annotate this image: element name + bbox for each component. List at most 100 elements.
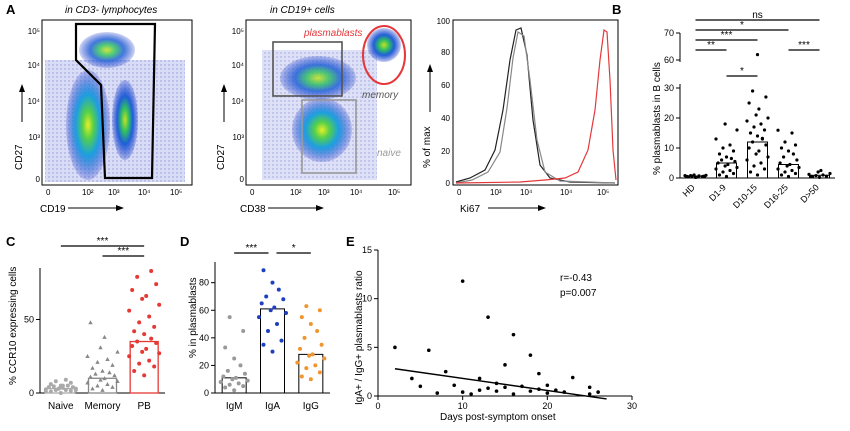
panel-d-point xyxy=(261,268,266,273)
panel-d-point xyxy=(233,375,238,380)
panel-b-point xyxy=(816,170,820,174)
panel-b-point xyxy=(754,113,758,117)
panel-c-point xyxy=(63,388,68,393)
panel-c-point xyxy=(137,361,142,366)
panel-e-point xyxy=(410,376,414,381)
panel-d-ytick-label: 60 xyxy=(199,305,209,315)
panel-d-point xyxy=(266,328,270,333)
panel-e-point xyxy=(418,384,423,389)
panel-c-significance-label: *** xyxy=(97,236,109,247)
flow2-ytick: 10⁵ xyxy=(232,27,244,36)
panel-c-point xyxy=(46,385,51,390)
flow1-yticks: 0 10³ 10⁴ 10⁴ 10⁵ xyxy=(28,27,41,184)
panel-e-point xyxy=(443,369,448,374)
flow2-ylabel: CD27 xyxy=(216,144,227,170)
panel-b-point xyxy=(724,174,729,179)
panel-d-point xyxy=(221,374,226,379)
flow1-xtick: 10² xyxy=(82,188,94,197)
panel-c-point xyxy=(58,391,63,395)
flow1-xtick: 10³ xyxy=(108,188,120,197)
panel-d-ytick-label: 80 xyxy=(199,278,209,288)
panel-c-point xyxy=(100,368,105,373)
panel-b-point xyxy=(809,174,813,179)
flow2-title: in CD19+ cells xyxy=(270,5,335,16)
flow2-xticks: 0 10² 10³ 10⁴ 10⁵ xyxy=(250,188,400,197)
panel-c-point xyxy=(147,358,152,363)
panel-c-point xyxy=(154,282,159,287)
panel-letter-d: D xyxy=(180,234,189,249)
panel-d-point xyxy=(270,349,275,354)
panel-c-point xyxy=(142,373,147,378)
panel-b-point xyxy=(728,168,732,173)
hist-xtick: 0 xyxy=(457,188,462,197)
panel-d-point xyxy=(238,363,243,368)
panel-d-point xyxy=(284,311,288,316)
panel-c-point xyxy=(65,383,70,388)
panel-c-point xyxy=(90,365,95,370)
flow2-population-naive xyxy=(292,98,352,162)
panel-d-point xyxy=(241,384,246,389)
panel-c-ytick-label: 50 xyxy=(24,314,34,324)
panel-d-point xyxy=(236,381,241,386)
panel-d-point xyxy=(264,294,269,299)
panel-d-point xyxy=(259,301,264,306)
panel-d-point xyxy=(223,385,228,390)
panel-c-point xyxy=(98,345,103,350)
panel-c-point xyxy=(93,371,98,376)
panel-b-point xyxy=(748,131,753,135)
flow1-population-top xyxy=(79,32,135,68)
panel-b-point xyxy=(786,149,791,153)
panel-c-point xyxy=(154,341,159,345)
panel-d-point xyxy=(304,366,309,371)
panel-c-xtick-label: Memory xyxy=(84,401,120,412)
panel-c-ylabel: % CCR10 expressing cells xyxy=(8,267,19,385)
panel-e-point xyxy=(486,386,490,391)
panel-d-point xyxy=(304,304,309,309)
panel-d-point xyxy=(299,374,304,379)
panel-d-significance-label: *** xyxy=(245,243,257,254)
flow2-gate-label-naive: naive xyxy=(377,148,401,159)
panel-b-point xyxy=(692,173,696,177)
panel-c-point xyxy=(88,320,93,325)
panel-c-point xyxy=(105,381,110,386)
panel-b-point xyxy=(793,171,798,176)
hist-ytick: 0 xyxy=(446,179,451,188)
panel-b-point xyxy=(762,128,767,132)
panel-d-point xyxy=(268,308,273,313)
panel-b-significance-label: ns xyxy=(752,10,763,21)
panel-c-point xyxy=(142,332,147,337)
hist-curve-naive xyxy=(455,27,616,184)
flow1-xtick: 0 xyxy=(46,188,51,197)
panel-b-point xyxy=(731,171,736,176)
panel-d-point xyxy=(276,287,281,292)
panel-c-point xyxy=(112,373,117,378)
panel-c-point xyxy=(68,388,73,393)
panel-c-point xyxy=(90,386,95,391)
panel-c-significance-label: *** xyxy=(117,246,129,257)
flow2-gate-naive-box xyxy=(301,99,357,174)
panel-c-point xyxy=(140,296,145,301)
panel-b-point xyxy=(702,174,706,178)
panel-c-point xyxy=(88,374,93,379)
panel-d-point xyxy=(230,377,235,382)
panel-e-ylabel: IgA+ / IgG+ plasmablasts ratio xyxy=(354,270,365,405)
panel-e-xtick-label: 0 xyxy=(375,401,380,411)
panel-d-point xyxy=(295,360,300,365)
panel-d-ytick-label: 40 xyxy=(199,333,209,343)
panel-e-ytick-label: 0 xyxy=(367,391,372,401)
panel-c-point xyxy=(68,380,73,385)
panel-c-point xyxy=(110,384,115,389)
flow2-gate-label-memory: memory xyxy=(362,90,399,101)
panel-d-point xyxy=(232,356,237,361)
flow2-y-arrowhead xyxy=(221,84,227,92)
panel-e-point xyxy=(435,391,440,395)
panel-b-point xyxy=(782,155,786,159)
panel-c-point xyxy=(95,359,100,364)
panel-e-annotation-r: r=-0.43 xyxy=(560,273,592,284)
panel-d-point xyxy=(242,371,247,376)
panel-e-xlabel: Days post-symptom onset xyxy=(440,412,556,423)
panel-d-point xyxy=(319,342,324,347)
panel-b-point xyxy=(716,161,720,165)
panel-b-point xyxy=(729,156,734,161)
